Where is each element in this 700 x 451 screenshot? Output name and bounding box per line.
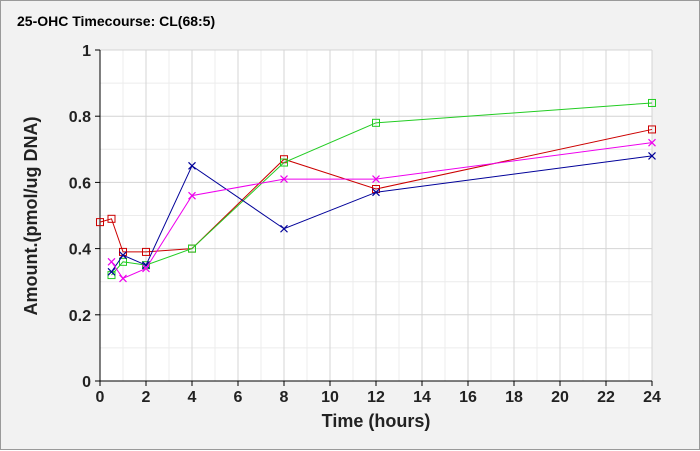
x-tick-label: 22: [597, 389, 615, 406]
series-3: [107, 151, 656, 276]
data-point: [372, 118, 380, 127]
x-tick-label: 16: [459, 389, 477, 406]
data-point: [648, 151, 656, 160]
data-point: [372, 175, 380, 184]
data-point: [280, 175, 288, 184]
data-point: [119, 257, 127, 266]
x-tick-label: 18: [505, 389, 523, 406]
grid: [99, 49, 653, 382]
data-point: [119, 251, 127, 260]
data-point: [107, 267, 116, 276]
data-point: [280, 224, 288, 233]
y-axis-label: Amount.(pmol/ug DNA): [21, 117, 41, 316]
x-tick-label: 20: [551, 389, 569, 406]
y-tick-label: 1: [82, 43, 91, 60]
x-tick-label: 2: [142, 389, 151, 406]
series-line: [99, 128, 653, 253]
data-point: [280, 158, 288, 167]
data-point: [372, 188, 380, 197]
y-tick-label: 0.4: [69, 242, 91, 259]
data-point: [188, 244, 196, 253]
x-axis-label: Time (hours): [322, 411, 431, 431]
y-tick-label: 0: [82, 374, 91, 391]
x-tick-label: 10: [321, 389, 339, 406]
series-layer: [96, 98, 656, 283]
x-tick-label: 24: [643, 389, 661, 406]
data-point: [96, 218, 104, 227]
x-tick-label: 8: [280, 389, 289, 406]
x-tick-label: 0: [96, 389, 105, 406]
y-tick-label: 0.2: [69, 308, 91, 325]
chart-title: 25-OHC Timecourse: CL(68:5): [17, 13, 215, 29]
data-point: [648, 98, 656, 107]
data-point: [142, 264, 150, 273]
x-tick-label: 12: [367, 389, 385, 406]
x-tick-label: 6: [234, 389, 243, 406]
data-point: [142, 261, 150, 270]
data-point: [648, 138, 656, 147]
y-tick-label: 0.6: [69, 175, 91, 192]
series-4: [107, 138, 656, 283]
data-point: [188, 161, 196, 170]
data-point: [648, 125, 656, 134]
data-point: [107, 214, 116, 223]
series-line: [111, 102, 653, 276]
x-tick-label: 4: [188, 389, 197, 406]
data-point: [142, 247, 150, 256]
x-tick-label: 14: [413, 389, 431, 406]
data-point: [119, 274, 127, 283]
data-point: [188, 191, 196, 200]
y-tick-label: 0.8: [69, 109, 91, 126]
data-point: [107, 257, 116, 266]
